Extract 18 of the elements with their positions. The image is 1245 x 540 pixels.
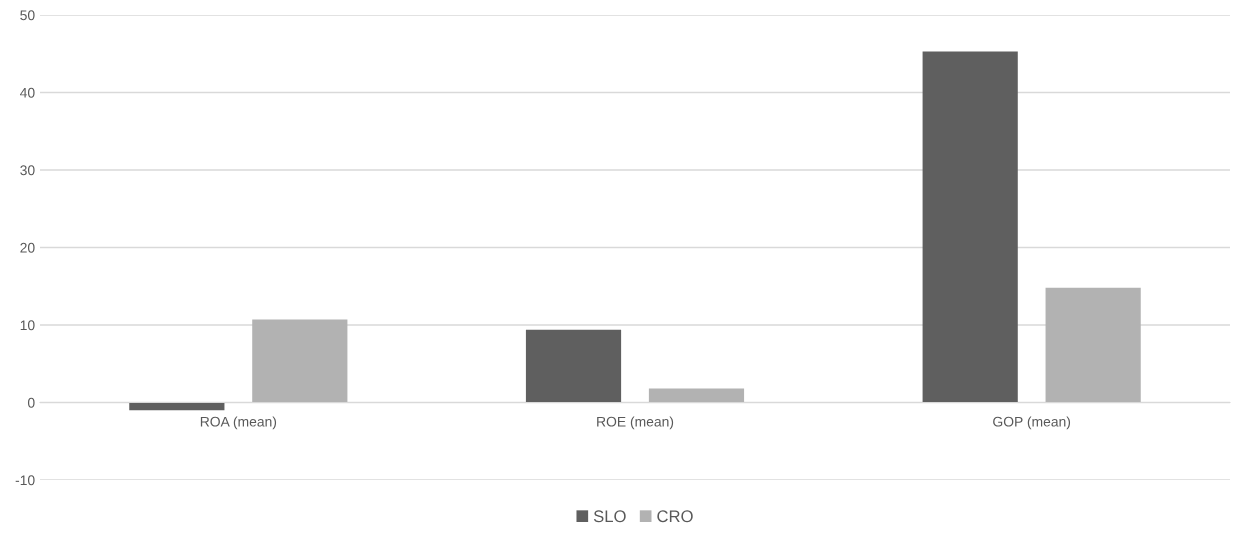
bar <box>648 388 745 403</box>
y-tick-label: 50 <box>20 10 35 21</box>
y-tick-label: 30 <box>20 165 35 176</box>
x-tick-label: ROA (mean) <box>200 416 277 430</box>
y-tick-label: 10 <box>20 320 35 331</box>
legend-label: SLO <box>593 510 626 523</box>
bar <box>129 402 225 411</box>
legend-label: CRO <box>657 510 693 523</box>
bar <box>252 319 348 403</box>
y-tick-label: 20 <box>20 242 35 253</box>
x-tick-label: GOP (mean) <box>993 416 1071 430</box>
bar <box>1045 287 1141 403</box>
x-tick-label: ROE (mean) <box>597 416 674 430</box>
y-tick-label: 40 <box>20 87 35 98</box>
y-tick-label: 0 <box>27 397 35 408</box>
bar <box>922 51 1018 403</box>
y-tick-label: -10 <box>15 475 35 486</box>
bar <box>525 329 622 403</box>
